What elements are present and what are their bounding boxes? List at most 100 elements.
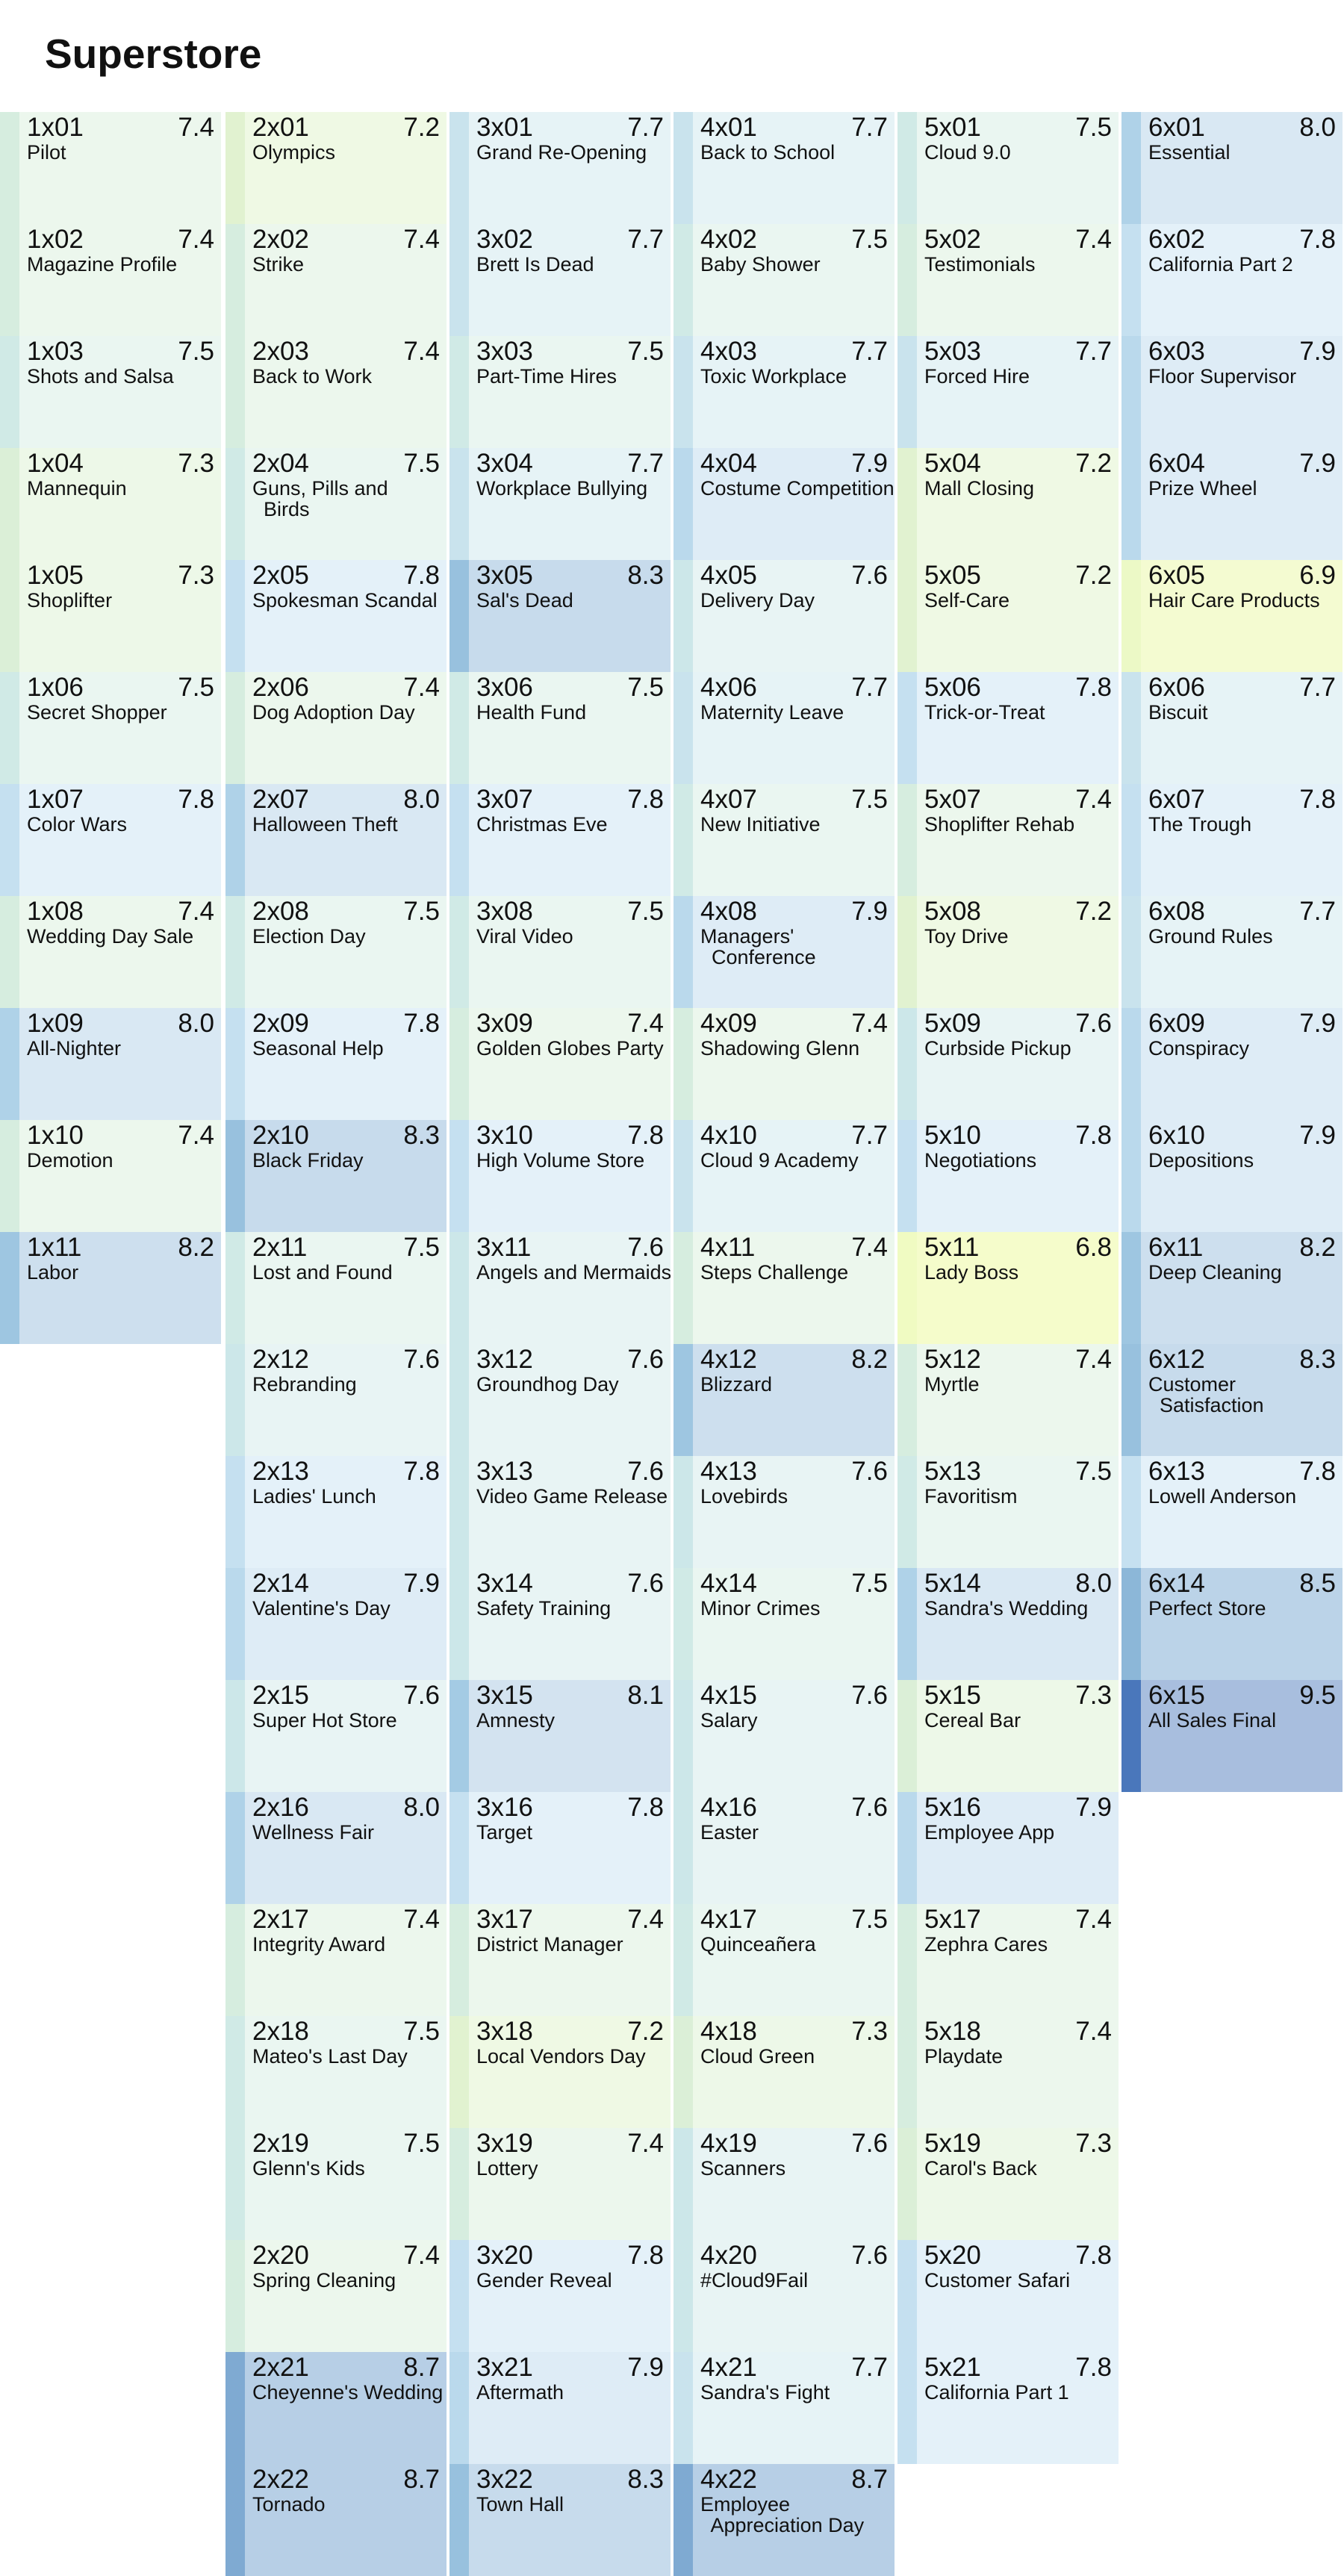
episode-rating: 8.7 xyxy=(403,2465,440,2494)
rating-color-bar xyxy=(449,2240,469,2352)
rating-color-bar xyxy=(673,1232,693,1344)
episode-code: 2x22 xyxy=(252,2465,309,2494)
episode-tile: 2x16 8.0 Wellness Fair xyxy=(225,1792,447,1904)
episode-tile: 4x18 7.3 Cloud Green xyxy=(673,2016,895,2128)
rating-color-bar xyxy=(449,224,469,336)
episode-title: Blizzard xyxy=(700,1373,773,1396)
rating-color-bar xyxy=(449,896,469,1008)
episode-rating: 7.7 xyxy=(627,225,664,254)
episode-title: Grand Re-Opening xyxy=(476,141,647,164)
episode-tile: 6x10 7.9 Depositions xyxy=(1121,1120,1343,1232)
episode-tile: 1x08 7.4 Wedding Day Sale xyxy=(0,896,221,1008)
episode-rating: 7.3 xyxy=(178,561,214,590)
rating-color-bar xyxy=(897,2128,917,2240)
rating-color-bar xyxy=(897,1344,917,1456)
episode-tile: 3x05 8.3 Sal's Dead xyxy=(449,560,671,672)
episode-tile: 4x11 7.4 Steps Challenge xyxy=(673,1232,895,1344)
episode-code: 5x06 xyxy=(924,673,981,702)
episode-code: 5x14 xyxy=(924,1569,981,1598)
episode-tile: 2x09 7.8 Seasonal Help xyxy=(225,1008,447,1120)
episode-rating: 7.7 xyxy=(1075,337,1112,366)
episode-tile: 4x12 8.2 Blizzard xyxy=(673,1344,895,1456)
rating-color-bar xyxy=(449,784,469,896)
chart-title: Superstore xyxy=(45,31,262,77)
rating-color-bar xyxy=(449,672,469,784)
episode-code: 5x09 xyxy=(924,1009,981,1038)
episode-title: All-Nighter xyxy=(27,1037,122,1060)
rating-color-bar xyxy=(449,1904,469,2016)
episode-code: 4x07 xyxy=(700,785,757,814)
episode-title: Lovebirds xyxy=(700,1485,788,1508)
episode-code: 4x12 xyxy=(700,1345,757,1374)
rating-color-bar xyxy=(897,1120,917,1232)
episode-code: 3x17 xyxy=(476,1905,533,1934)
episode-rating: 6.9 xyxy=(1299,561,1336,590)
episode-tile: 4x10 7.7 Cloud 9 Academy xyxy=(673,1120,895,1232)
episode-title: Self-Care xyxy=(924,589,1010,612)
episode-rating: 7.6 xyxy=(851,1681,888,1710)
episode-code: 6x03 xyxy=(1148,337,1205,366)
episode-tile: 5x18 7.4 Playdate xyxy=(897,2016,1119,2128)
episode-title: The Trough xyxy=(1148,813,1252,836)
episode-title: Minor Crimes xyxy=(700,1597,821,1620)
episode-title: Customer Satisfaction xyxy=(1148,1373,1264,1417)
rating-color-bar xyxy=(449,1232,469,1344)
episode-rating: 8.2 xyxy=(178,1233,214,1262)
rating-color-bar xyxy=(449,1792,469,1904)
episode-title: Favoritism xyxy=(924,1485,1018,1508)
episode-tile: 6x12 8.3 Customer Satisfaction xyxy=(1121,1344,1343,1456)
episode-title: All Sales Final xyxy=(1148,1709,1277,1732)
episode-tile: 5x11 6.8 Lady Boss xyxy=(897,1232,1119,1344)
episode-rating: 7.5 xyxy=(851,1905,888,1934)
episode-rating: 7.3 xyxy=(1075,2129,1112,2158)
rating-color-bar xyxy=(225,112,245,224)
episode-title: Customer Safari xyxy=(924,2269,1071,2292)
episode-tile: 3x15 8.1 Amnesty xyxy=(449,1680,671,1792)
episode-tile: 6x06 7.7 Biscuit xyxy=(1121,672,1343,784)
episode-rating: 7.7 xyxy=(1299,897,1336,926)
rating-color-bar xyxy=(897,224,917,336)
rating-color-bar xyxy=(1121,1120,1141,1232)
episode-title: Groundhog Day xyxy=(476,1373,619,1396)
episode-code: 6x02 xyxy=(1148,225,1205,254)
episode-tile: 4x15 7.6 Salary xyxy=(673,1680,895,1792)
episode-tile: 5x17 7.4 Zephra Cares xyxy=(897,1904,1119,2016)
episode-rating: 7.6 xyxy=(851,2129,888,2158)
episode-rating: 7.4 xyxy=(627,1905,664,1934)
episode-tile: 6x13 7.8 Lowell Anderson xyxy=(1121,1456,1343,1568)
rating-color-bar xyxy=(225,2464,245,2576)
episode-title: Amnesty xyxy=(476,1709,556,1732)
episode-code: 3x04 xyxy=(476,449,533,478)
episode-code: 4x20 xyxy=(700,2241,757,2270)
episode-code: 3x02 xyxy=(476,225,533,254)
episode-rating: 8.0 xyxy=(403,785,440,814)
rating-color-bar xyxy=(0,1232,19,1344)
rating-color-bar xyxy=(449,336,469,448)
episode-tile: 3x20 7.8 Gender Reveal xyxy=(449,2240,671,2352)
rating-color-bar xyxy=(673,2352,693,2464)
episode-title: Labor xyxy=(27,1261,79,1284)
episode-code: 4x22 xyxy=(700,2465,757,2494)
rating-color-bar xyxy=(225,2016,245,2128)
episode-tile: 2x22 8.7 Tornado xyxy=(225,2464,447,2576)
rating-color-bar xyxy=(673,2464,693,2576)
episode-rating: 6.8 xyxy=(1075,1233,1112,1262)
episode-rating: 7.8 xyxy=(403,561,440,590)
episode-code: 2x18 xyxy=(252,2017,309,2046)
episode-tile: 4x13 7.6 Lovebirds xyxy=(673,1456,895,1568)
episode-code: 3x18 xyxy=(476,2017,533,2046)
rating-color-bar xyxy=(897,1008,917,1120)
rating-color-bar xyxy=(1121,1008,1141,1120)
episode-rating: 7.9 xyxy=(1075,1793,1112,1822)
episode-tile: 3x03 7.5 Part-Time Hires xyxy=(449,336,671,448)
episode-rating: 7.8 xyxy=(1299,225,1336,254)
episode-tile: 5x12 7.4 Myrtle xyxy=(897,1344,1119,1456)
rating-color-bar xyxy=(897,1904,917,2016)
episode-code: 3x11 xyxy=(476,1233,532,1262)
rating-color-bar xyxy=(673,1120,693,1232)
episode-tile: 2x18 7.5 Mateo's Last Day xyxy=(225,2016,447,2128)
episode-code: 2x01 xyxy=(252,113,309,142)
episode-code: 3x10 xyxy=(476,1121,533,1150)
rating-color-bar xyxy=(225,672,245,784)
episode-tile: 2x11 7.5 Lost and Found xyxy=(225,1232,447,1344)
